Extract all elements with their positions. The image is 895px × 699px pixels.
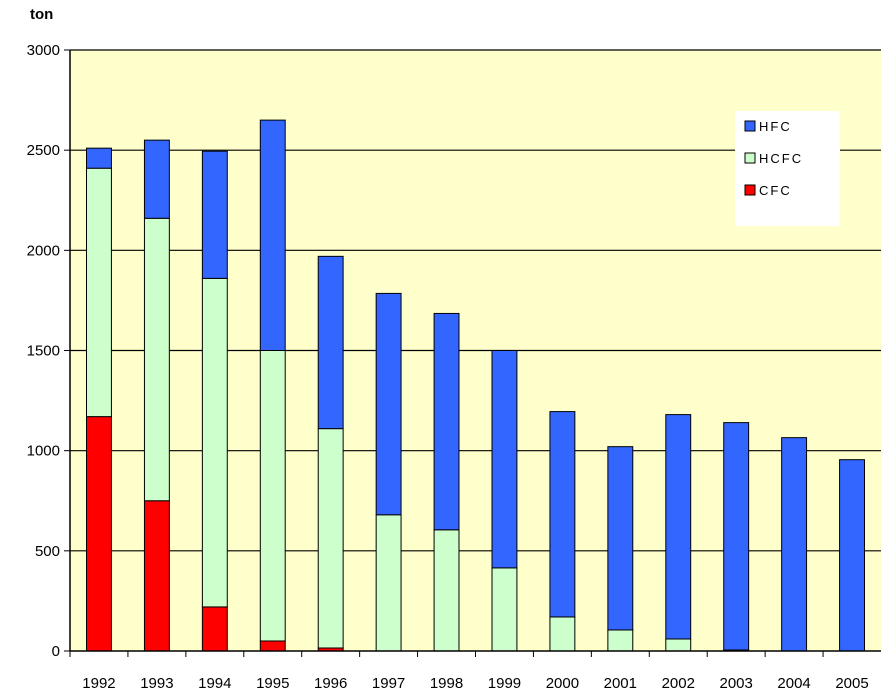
x-tick-label: 2002 — [662, 675, 695, 692]
y-tick-label: 1000 — [27, 443, 60, 460]
x-tick-label: 2003 — [719, 675, 752, 692]
bar-hfc-1993 — [143, 139, 170, 219]
bar-cfc-1993 — [143, 500, 170, 652]
bar-hcfc-1993 — [143, 217, 170, 502]
x-tick-label: 2001 — [604, 675, 637, 692]
legend-swatch-hfc — [744, 120, 756, 132]
bar-hfc-1995 — [259, 119, 286, 351]
bar-hfc-2003 — [723, 422, 750, 651]
bar-hcfc-1992 — [86, 167, 112, 418]
x-tick-label: 1998 — [430, 675, 463, 692]
x-tick-label: 1992 — [82, 675, 115, 692]
x-tick-label: 2004 — [777, 675, 810, 692]
bar-hcfc-1995 — [259, 350, 286, 642]
bar-hfc-2004 — [781, 437, 808, 652]
bar-hfc-1996 — [317, 255, 344, 430]
x-tick-label: 1995 — [256, 675, 289, 692]
x-tick-label: 1997 — [372, 675, 405, 692]
bar-hcfc-1997 — [375, 514, 402, 652]
legend-swatch-cfc — [744, 184, 756, 196]
x-tick-label: 2005 — [835, 675, 868, 692]
x-tick-label: 2000 — [546, 675, 579, 692]
bar-hcfc-1999 — [491, 567, 518, 652]
legend: HFC HCFC CFC — [735, 111, 840, 226]
bar-hfc-1997 — [375, 292, 402, 516]
y-tick-label: 500 — [35, 543, 60, 560]
y-tick-labels: 0 500 1000 1500 2000 2500 3000 — [27, 42, 60, 660]
y-tick-label: 2500 — [27, 142, 60, 159]
bar-cfc-1994 — [201, 606, 228, 652]
y-tick-label: 3000 — [27, 42, 60, 59]
bar-hcfc-2000 — [549, 616, 576, 652]
bar-cfc-1992 — [86, 416, 112, 652]
bar-hfc-2005 — [839, 459, 865, 652]
bars — [86, 119, 865, 652]
axes — [69, 50, 881, 657]
x-tick-label: 1999 — [488, 675, 521, 692]
x-tick-labels: 1992 1993 1994 1995 1996 1997 1998 1999 2000 2001… — [82, 675, 868, 692]
bar-hfc-2000 — [549, 411, 576, 618]
y-tick-label: 1500 — [27, 343, 60, 360]
bar-hcfc-1996 — [317, 428, 344, 649]
y-tick-label: 0 — [52, 643, 60, 660]
y-axis-unit-label: ton — [30, 6, 53, 23]
bar-hfc-1994 — [201, 150, 228, 279]
bar-hfc-1992 — [86, 147, 112, 169]
x-tick-label: 1993 — [140, 675, 173, 692]
bar-hfc-2001 — [607, 446, 634, 631]
bar-hcfc-2001 — [607, 629, 634, 652]
bar-hcfc-1994 — [201, 277, 228, 608]
bar-hfc-2002 — [665, 414, 692, 640]
bar-hcfc-1998 — [433, 529, 460, 652]
bar-hcfc-2002 — [665, 638, 692, 652]
bar-hfc-1999 — [491, 350, 518, 569]
bar-hfc-1998 — [433, 312, 460, 531]
x-tick-label: 1994 — [198, 675, 231, 692]
legend-label-hcfc: HCFC — [759, 151, 803, 166]
legend-label-hfc: HFC — [759, 119, 792, 134]
legend-swatch-hcfc — [744, 152, 756, 164]
y-tick-label: 2000 — [27, 242, 60, 259]
bar-cfc-1995 — [259, 640, 286, 652]
x-tick-label: 1996 — [314, 675, 347, 692]
legend-label-cfc: CFC — [759, 183, 792, 198]
